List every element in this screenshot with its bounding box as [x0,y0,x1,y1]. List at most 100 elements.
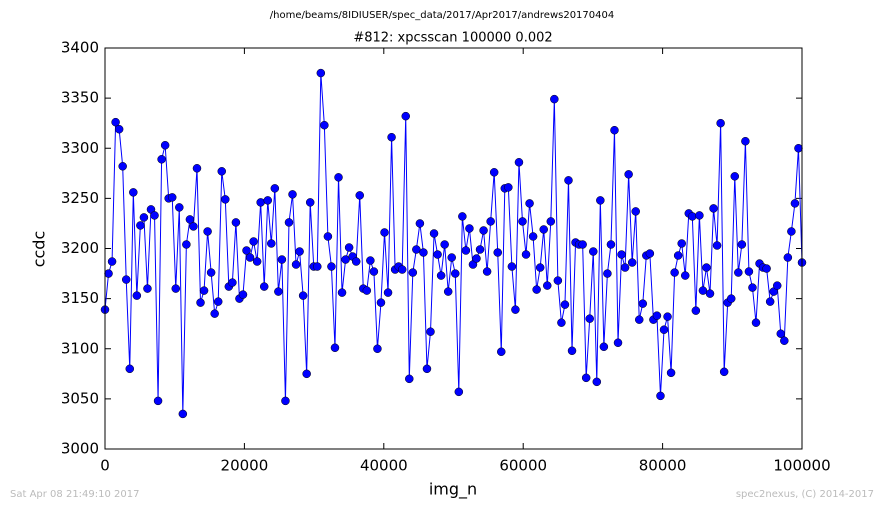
point [472,254,481,263]
point [288,190,297,199]
point [323,232,333,241]
point [716,118,725,128]
x-tick-label: 100000 [773,457,830,475]
point [313,262,322,271]
point [673,251,683,260]
point [748,283,757,292]
point [613,338,623,347]
point [486,217,495,226]
point [461,246,471,255]
y-tick-label: 3400 [61,39,99,57]
point [330,343,340,352]
series-line [104,73,803,414]
point [634,315,644,324]
point [316,68,326,78]
point [564,176,573,185]
point [259,282,269,291]
point [652,311,662,320]
point [443,287,453,296]
point [242,246,251,255]
point [196,298,205,307]
point [550,94,559,104]
point [447,253,456,262]
point [245,253,255,262]
point [698,286,708,295]
point [178,409,188,419]
point [702,263,711,272]
point [213,297,223,306]
point [252,257,262,266]
point [118,162,127,171]
point [380,228,389,237]
point [337,288,347,297]
point [458,212,467,221]
point [719,367,729,377]
point [136,221,145,230]
point [341,255,350,264]
point [585,314,594,323]
point [493,248,502,257]
point [429,229,439,238]
point [320,120,329,130]
y-tick-label: 3100 [61,339,99,357]
point [185,215,195,224]
point [132,291,142,300]
y-axis-label: ccdc [30,231,49,268]
point [511,305,520,314]
point [270,184,280,193]
point [334,173,343,182]
point [741,136,750,146]
point [210,309,219,318]
point [560,300,570,309]
point [762,264,771,273]
point [620,263,630,272]
point [291,260,301,269]
point [730,172,740,181]
point [171,284,181,293]
point [153,396,163,406]
point [182,240,191,249]
point [543,281,552,290]
point [482,267,492,276]
point [514,158,524,167]
x-tick-label: 20000 [221,457,269,475]
point [557,318,566,327]
point [369,267,379,276]
y-tick-label: 3050 [61,389,99,407]
point [267,239,276,248]
point [546,217,556,226]
point [772,281,782,290]
point [150,211,159,220]
y-tick-label: 3350 [61,89,99,107]
point [528,232,538,241]
point [199,286,209,295]
point [518,217,527,226]
point [677,239,686,248]
point [783,253,793,262]
point [454,387,464,397]
point [535,263,545,272]
point [143,284,152,293]
point [228,278,237,287]
chart-suptitle: /home/beams/8IDIUSER/spec_data/2017/Apr2… [270,10,614,21]
point [726,294,736,303]
point [160,140,170,150]
point [475,245,485,254]
point [624,170,633,179]
point [521,250,531,259]
point [302,369,311,379]
point [765,297,775,306]
point [670,268,679,277]
point [327,262,336,271]
y-tick-label: 3000 [61,440,99,458]
point [351,257,361,266]
point [362,286,372,295]
point [344,243,354,252]
point [366,256,375,265]
point [790,199,800,208]
point [405,374,414,384]
point [221,195,230,204]
point [627,258,637,267]
point [581,373,591,383]
point [277,255,287,264]
